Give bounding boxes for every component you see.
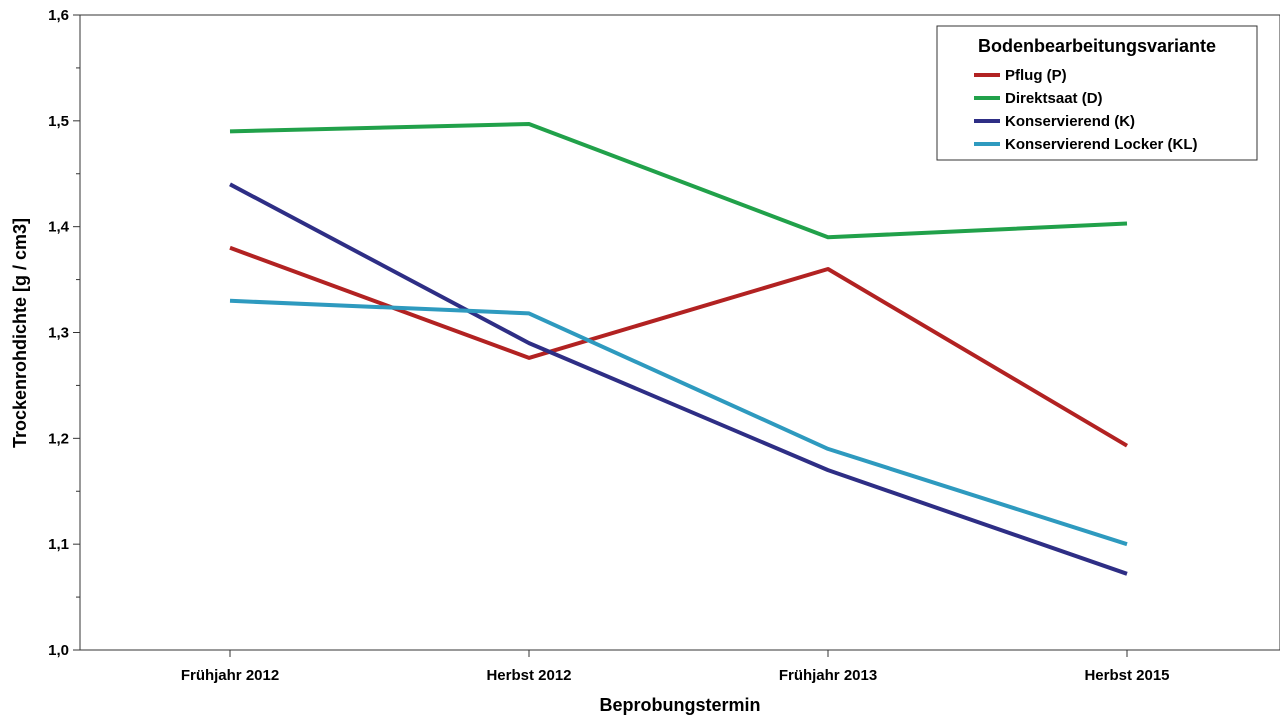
y-axis: 1,0 1,1 1,2 1,3 1,4 1,5 1,6 [48, 7, 80, 659]
y-tick-label: 1,1 [48, 536, 69, 553]
x-tick-label: Herbst 2012 [486, 667, 571, 684]
legend-title: Bodenbearbeitungsvariante [978, 36, 1216, 56]
y-tick-label: 1,4 [48, 219, 70, 236]
x-axis-title: Beprobungstermin [599, 695, 760, 715]
legend-label: Konservierend Locker (KL) [1005, 136, 1198, 153]
y-axis-title: Trockenrohdichte [g / cm3] [10, 218, 30, 448]
y-tick-label: 1,0 [48, 642, 69, 659]
series-line-3 [229, 298, 1128, 547]
legend-label: Konservierend (K) [1005, 113, 1135, 130]
legend-label: Pflug (P) [1005, 67, 1067, 84]
x-tick-label: Frühjahr 2013 [779, 667, 877, 684]
y-tick-label: 1,5 [48, 113, 69, 130]
series-line-2 [229, 182, 1128, 576]
legend-label: Direktsaat (D) [1005, 90, 1103, 107]
series-lines [229, 122, 1129, 576]
x-tick-label: Herbst 2015 [1084, 667, 1169, 684]
x-axis: Frühjahr 2012 Herbst 2012 Frühjahr 2013 Her… [181, 650, 1170, 684]
y-tick-label: 1,3 [48, 325, 69, 342]
series-line-1 [229, 122, 1128, 240]
series-line-0 [229, 245, 1129, 448]
legend: Bodenbearbeitungsvariante Pflug (P) Direk… [936, 25, 1258, 161]
legend-box [936, 25, 1258, 161]
y-tick-label: 1,6 [48, 7, 69, 24]
x-tick-label: Frühjahr 2012 [181, 667, 279, 684]
y-tick-label: 1,2 [48, 430, 69, 447]
